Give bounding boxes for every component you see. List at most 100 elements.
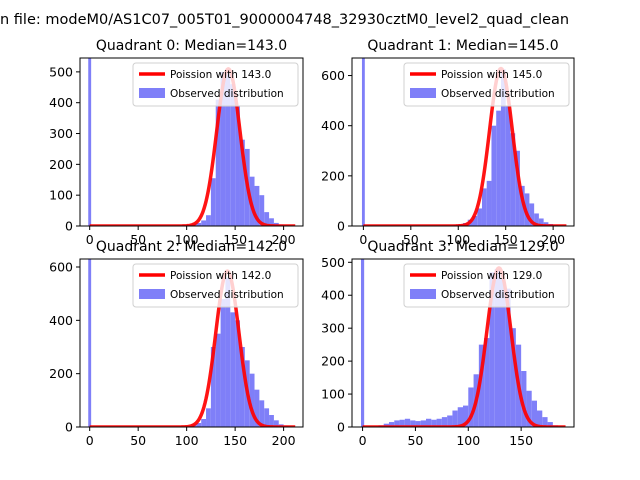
quadrant-1-plot-area: [361, 58, 568, 226]
histogram-bar: [225, 68, 231, 226]
y-tick-label: 400: [49, 313, 73, 328]
poisson-fit-line: [88, 67, 297, 226]
histogram-bar: [436, 418, 442, 427]
histogram-bar: [494, 268, 500, 427]
legend-box: [403, 263, 570, 308]
poisson-fit-line: [361, 266, 567, 427]
histogram-bar: [426, 418, 432, 427]
y-tick-label: 0: [337, 420, 345, 435]
histogram-bar: [230, 84, 236, 226]
histogram-bar: [537, 410, 543, 427]
axes-frame: [351, 258, 575, 428]
y-tick-label: 0: [65, 219, 73, 234]
y-tick-label: 0: [65, 420, 73, 435]
legend: Poission with 143.0 Observed distribution: [132, 62, 299, 107]
y-tick-label: 200: [321, 168, 345, 183]
legend-observed-label: Observed distribution: [170, 289, 284, 301]
y-tick-label: 400: [321, 288, 345, 303]
histogram-bar: [201, 419, 207, 427]
legend-fit-label: Poission with 129.0: [441, 270, 542, 282]
legend-box: [132, 62, 299, 107]
y-tick-label: 200: [49, 366, 73, 381]
y-tick-label: 100: [49, 188, 73, 203]
histogram-bar: [259, 195, 265, 226]
histogram-bar: [420, 420, 426, 427]
legend-bar-swatch: [139, 289, 165, 299]
x-tick-label: 0: [359, 433, 367, 448]
histogram-bar: [210, 347, 216, 427]
histogram-bar: [519, 185, 525, 226]
histogram-bar-zero: [360, 259, 365, 427]
y-tick-label: 500: [49, 64, 73, 79]
histogram-bar: [521, 371, 527, 427]
histogram-bar: [500, 278, 506, 427]
histogram-bar: [510, 133, 516, 226]
axes-frame: [79, 258, 304, 428]
histogram-bar: [410, 420, 416, 427]
x-tick-label: 50: [130, 232, 146, 247]
poisson-fit-line: [362, 66, 568, 226]
legend-fit-label: Poission with 143.0: [170, 69, 271, 81]
histogram-bar: [452, 410, 458, 427]
histogram-bar: [431, 419, 437, 427]
y-tick-label: 300: [49, 126, 73, 141]
histogram-bar: [273, 420, 279, 427]
histogram-bar: [542, 417, 548, 427]
x-tick-label: 100: [456, 433, 480, 448]
legend-fit-label: Poission with 142.0: [170, 270, 271, 282]
quadrant-3-axes: 0 50 100 150 0 100 200 300 400 500 Quadrant 3: Med…: [321, 239, 575, 448]
histogram-bar: [489, 272, 495, 427]
legend-box: [132, 263, 299, 308]
legend-observed-label: Observed distribution: [441, 289, 555, 301]
histogram-bar: [500, 69, 506, 226]
quadrant-title: Quadrant 3: Median=129.0: [367, 239, 558, 255]
x-tick-label: 200: [272, 433, 296, 448]
axes-frame: [79, 57, 304, 227]
histogram-bar: [538, 218, 544, 226]
histogram-bar: [472, 215, 478, 226]
histogram-bar: [415, 421, 421, 427]
histogram-bar: [481, 188, 487, 226]
histogram-bar: [526, 390, 532, 427]
x-tick-label: 50: [407, 433, 423, 448]
histogram-bar: [447, 415, 453, 427]
histogram-bar: [206, 215, 211, 226]
histogram-bar: [259, 400, 265, 427]
y-tick-label: 600: [49, 260, 73, 275]
histogram-bar: [457, 407, 463, 427]
histogram-bar: [491, 125, 497, 226]
y-tick-label: 400: [49, 95, 73, 110]
histogram-bar: [269, 415, 274, 427]
histogram-bar: [220, 299, 226, 427]
histogram-bar-zero: [361, 58, 365, 226]
legend-observed-label: Observed distribution: [170, 88, 284, 100]
histogram-bar: [220, 71, 226, 226]
x-tick-label: 150: [223, 433, 247, 448]
x-tick-label: 0: [86, 232, 94, 247]
x-tick-label: 200: [272, 232, 296, 247]
legend-bar-swatch: [410, 289, 436, 299]
histogram-bar: [399, 419, 405, 427]
x-tick-label: 150: [223, 232, 247, 247]
quadrant-0-plot-area: [88, 58, 297, 226]
quadrant-title: Quadrant 2: Median=142.0: [96, 239, 287, 255]
quadrant-1-axes: 0 50 100 150 200 0 200 400 600 Quadrant 1: Median…: [321, 38, 575, 247]
histogram-bar: [505, 288, 511, 427]
quadrant-3-plot-area: [360, 259, 567, 427]
x-tick-label: 50: [403, 232, 419, 247]
histogram-bar: [225, 277, 231, 427]
x-tick-label: 100: [446, 232, 470, 247]
y-tick-label: 200: [321, 354, 345, 369]
histogram-bar: [235, 320, 240, 427]
legend-box: [403, 62, 570, 107]
y-tick-label: 0: [337, 219, 345, 234]
histogram-bar: [543, 222, 549, 226]
histogram-bar: [468, 387, 474, 427]
x-tick-label: 100: [175, 232, 199, 247]
histogram-bar: [235, 105, 240, 226]
histogram-bar: [404, 418, 411, 427]
histogram-bar: [254, 185, 260, 226]
histogram-bar: [484, 338, 490, 427]
figure-suptitle: n file: modeM0/AS1C07_005T01_9000004748_…: [0, 12, 569, 28]
